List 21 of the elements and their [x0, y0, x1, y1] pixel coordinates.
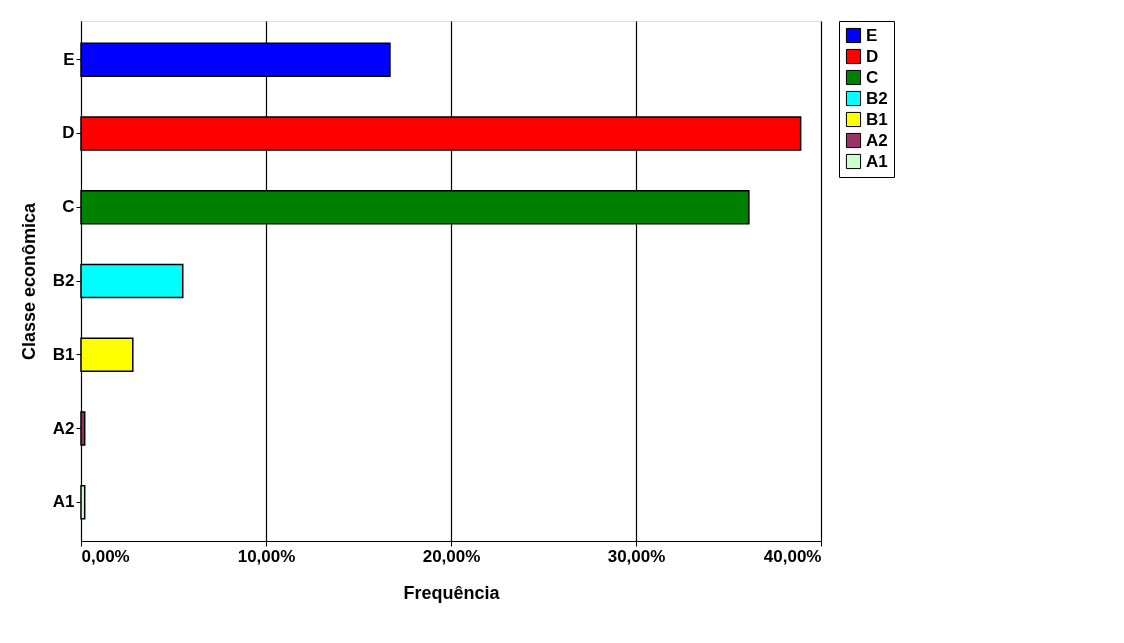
x-axis-title: Frequência — [403, 582, 501, 603]
x-tick-label: 30,00% — [607, 546, 666, 566]
y-tick-label: E — [63, 49, 75, 69]
legend-label: B1 — [866, 109, 888, 129]
legend-label: A1 — [866, 151, 888, 171]
y-tick-label: B1 — [52, 344, 75, 364]
y-tick-label: A1 — [52, 492, 75, 512]
legend-label: C — [866, 67, 879, 87]
legend-label: E — [866, 25, 878, 45]
x-tick-label: 20,00% — [422, 546, 481, 566]
y-tick-label: D — [62, 123, 75, 143]
y-tick-label: C — [62, 197, 75, 217]
y-tick-label: A2 — [52, 418, 75, 438]
legend-label: B2 — [866, 88, 888, 108]
x-tick-label: 40,00% — [763, 546, 822, 566]
y-axis-title: Classe econômica — [18, 201, 39, 361]
x-tick-label: 10,00% — [237, 546, 296, 566]
x-tick-label: 0,00% — [81, 546, 130, 566]
y-tick-label: B2 — [52, 271, 75, 290]
legend-label: A2 — [866, 130, 888, 150]
legend-label: D — [866, 46, 879, 66]
